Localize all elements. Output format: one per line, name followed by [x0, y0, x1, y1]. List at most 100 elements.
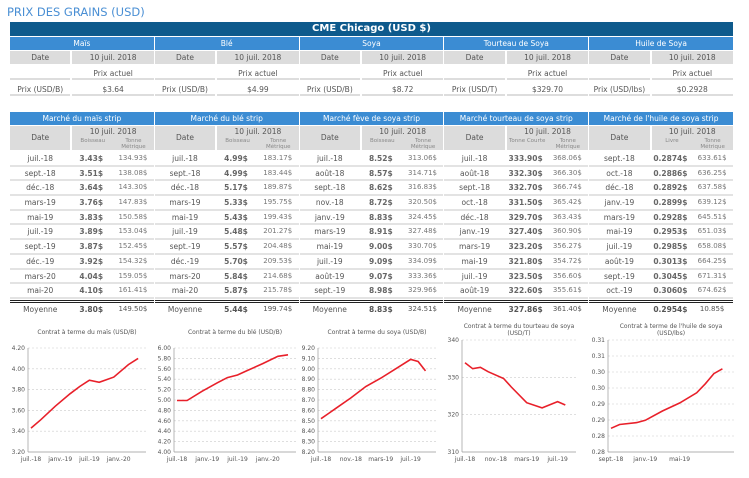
date-header: Date: [10, 126, 71, 150]
unit-header: 10 juil. 2018 Livre Tonne Métrique: [651, 126, 733, 150]
cell-a: janv.-19: [459, 227, 490, 237]
average-label: Moyenne: [312, 304, 347, 314]
price-value: $329.70: [506, 83, 589, 96]
product-column: Soya Date 10 juil. 2018 Prix actuel Prix (US…: [299, 37, 444, 99]
cell-c: 354.72$: [552, 256, 582, 265]
cell-b: 5.84$: [224, 271, 248, 281]
cell-b: 8.52$: [368, 154, 393, 163]
cell-a: sept.-19: [603, 271, 635, 281]
table-row: sept.-19 5.57$ 204.48$: [154, 240, 299, 255]
cell-b: 329.70$: [508, 212, 543, 222]
cell-c: 215.78$: [263, 286, 293, 295]
series-line: [320, 358, 427, 420]
cell-a: août-19: [604, 256, 634, 266]
cell-a: sept.-19: [169, 242, 201, 252]
cell-b: 5.57$: [224, 242, 248, 252]
strip-header: Date 10 juil. 2018 Boisseau Tonne Métrique: [10, 126, 154, 150]
y-tick-label: 8.70: [302, 397, 316, 404]
x-tick-label: janv.-20: [255, 456, 280, 463]
date-header: Date: [154, 126, 216, 150]
cell-a: janv.-19: [314, 212, 345, 222]
cell-a: sept.-18: [459, 183, 491, 193]
x-tick-label: sept.-18: [599, 456, 624, 463]
strip-title: Marché du blé strip: [154, 112, 299, 125]
prix-actuel-row: Prix actuel: [154, 67, 299, 80]
cell-c: 183.44$: [263, 168, 293, 177]
x-tick-label: mars-19: [514, 456, 539, 463]
cell-b: 5.70$: [224, 256, 248, 266]
table-row: déc.-19 5.70$ 209.53$: [154, 255, 299, 270]
table-row: mars-19 5.33$ 195.75$: [154, 196, 299, 211]
cell-b: 0.2899$: [653, 198, 688, 208]
cell-c: 209.53$: [263, 256, 293, 265]
table-row: août-19 322.60$ 355.61$: [444, 284, 589, 299]
cell-c: 314.71$: [408, 168, 437, 177]
date-label: Date: [589, 51, 650, 64]
y-tick-label: 0.31: [592, 337, 606, 344]
cell-b: 331.50$: [508, 198, 543, 208]
table-row: mai-19 321.80$ 354.72$: [444, 255, 589, 270]
unit-header: 10 juil. 2018 Tonne Courte Tonne Métrique: [506, 126, 589, 150]
cell-c: 365.42$: [552, 198, 582, 207]
y-tick-label: 8.30: [302, 439, 316, 446]
y-tick-label: 320: [448, 412, 460, 419]
cell-a: déc.-19: [170, 256, 200, 266]
cell-a: déc.-19: [26, 256, 55, 266]
price-row: Prix (USD/T) $329.70: [444, 83, 589, 96]
y-tick-label: 5.80: [158, 355, 172, 362]
chart-3: Contrat à terme du tourteau de soya(USD/…: [448, 323, 576, 463]
y-tick-label: 0.29: [592, 417, 606, 424]
cell-b: 3.64$: [79, 183, 104, 193]
table-row: mars-19 8.91$ 327.48$: [299, 225, 444, 241]
cell-b: 333.90$: [508, 154, 543, 163]
cell-b: 8.72$: [368, 198, 393, 208]
y-tick-label: 8.60: [302, 407, 316, 414]
cell-a: déc.-18: [605, 183, 634, 193]
prix-actuel-label: Prix actuel: [651, 67, 733, 80]
date-label: Date: [444, 51, 505, 64]
cell-b: 323.20$: [508, 242, 543, 252]
spacer: [10, 67, 71, 80]
unit-1: Boisseau: [225, 138, 250, 144]
y-tick-label: 4.00: [12, 366, 26, 373]
cell-b: 332.70$: [508, 183, 543, 193]
chart-title: Contrat à terme du maïs (USD/B): [37, 329, 136, 336]
cell-b: 8.91$: [368, 227, 393, 237]
cell-c: 636.25$: [697, 168, 727, 177]
cell-a: sept.-18: [314, 183, 346, 193]
product-name: Huile de Soya: [589, 37, 733, 50]
table-row: mai-19 9.00$ 330.70$: [299, 240, 444, 255]
strip-table: Marché tourteau de soya strip Date 10 juil…: [444, 112, 589, 314]
x-tick-label: janv.-20: [106, 456, 131, 463]
spacer: [154, 67, 216, 80]
y-tick-label: 3.40: [12, 428, 26, 435]
table-row: oct.-18 331.50$ 365.42$: [444, 196, 589, 211]
cell-b: 9.09$: [368, 256, 393, 266]
table-row: sept.-19 3.87$ 152.45$: [10, 240, 154, 255]
table-row: mars-20 5.84$ 214.68$: [154, 270, 299, 285]
cell-c: 658.08$: [697, 242, 727, 251]
y-tick-label: 0.28: [592, 449, 606, 456]
y-tick-label: 8.40: [302, 428, 316, 435]
unit-header: 10 juil. 2018 Boisseau Tonne Métrique: [217, 126, 299, 150]
cell-c: 183.17$: [263, 154, 293, 162]
average-label: Moyenne: [457, 304, 492, 314]
table-row: janv.-19 327.40$ 360.90$: [444, 225, 589, 241]
cell-a: déc.-18: [26, 183, 55, 193]
table-row: juil.-19 0.2985$ 658.08$: [589, 240, 733, 255]
table-row: janv.-19 0.2899$ 639.12$: [589, 196, 733, 211]
table-row: déc.-18 329.70$ 363.43$: [444, 211, 589, 226]
average-2: 361.40$: [552, 304, 582, 313]
cell-b: 0.3060$: [653, 286, 688, 296]
prix-actuel-row: Prix actuel: [589, 67, 733, 80]
cell-a: oct.-18: [606, 168, 633, 178]
cell-a: sept.-18: [24, 168, 56, 178]
table-row: sept.-18 4.99$ 183.44$: [154, 167, 299, 182]
y-tick-label: 4.00: [158, 449, 172, 456]
y-tick-label: 0.31: [592, 353, 606, 360]
strip-title: Marché du maïs strip: [10, 112, 154, 125]
cell-b: 0.2874$: [653, 154, 688, 163]
date-row: Date 10 juil. 2018: [299, 51, 444, 64]
table-row: mai-20 5.87$ 215.78$: [154, 284, 299, 299]
average-row: Moyenne 3.80$ 149.50$: [10, 299, 154, 314]
